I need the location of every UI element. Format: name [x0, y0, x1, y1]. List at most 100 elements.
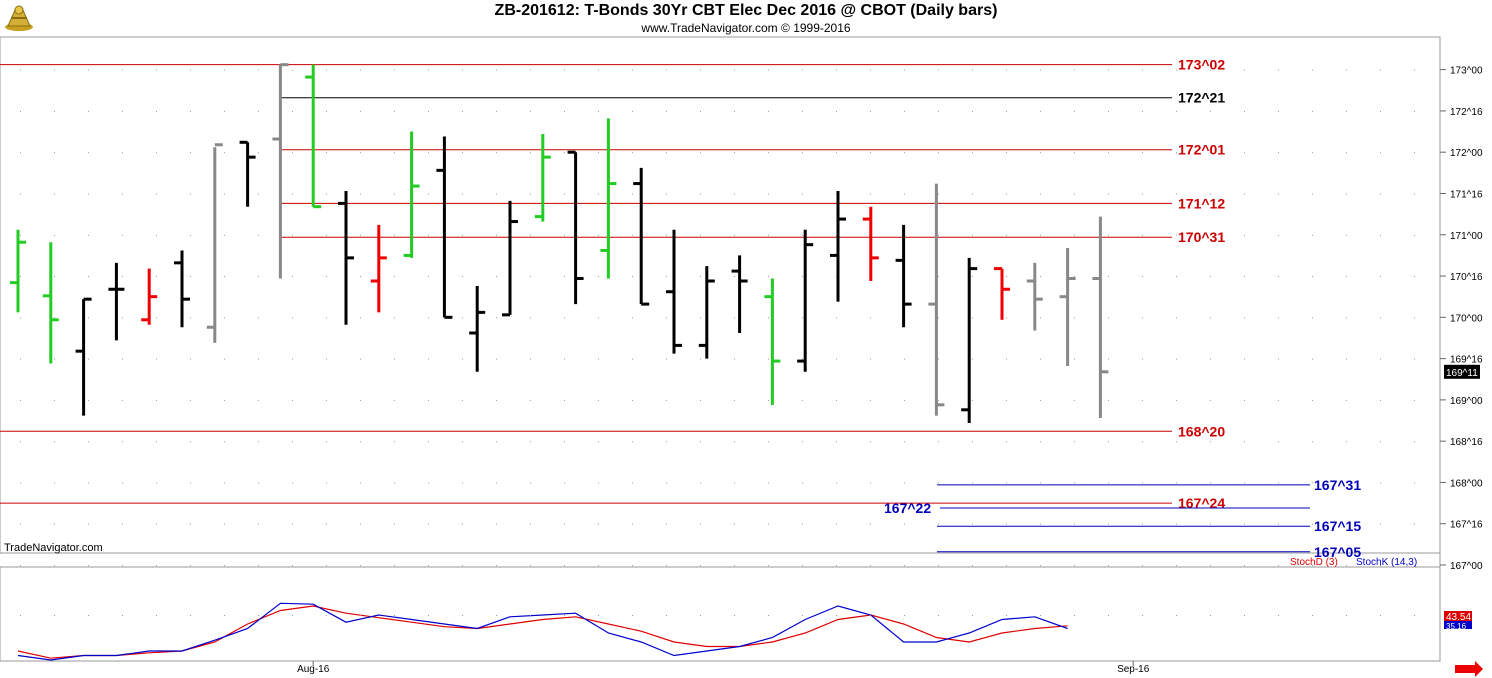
grid-dot — [530, 615, 531, 616]
ohlc-bar — [305, 64, 322, 209]
grid-dot — [972, 276, 973, 278]
grid-dot — [1244, 152, 1245, 154]
grid-dot — [224, 358, 225, 360]
stoch-line — [17, 602, 1068, 661]
ohlc-bar — [108, 262, 125, 341]
stochastic-panel — [0, 566, 1441, 662]
grid-dot — [292, 615, 293, 616]
grid-dot — [1210, 110, 1211, 112]
grid-dot — [1210, 399, 1211, 401]
grid-dot — [360, 482, 361, 484]
grid-dot — [190, 565, 191, 566]
grid-dot — [462, 193, 463, 195]
grid-dot — [1108, 110, 1109, 112]
grid-dot — [734, 441, 735, 443]
grid-dot — [1006, 565, 1007, 566]
grid-dot — [632, 152, 633, 154]
date-axis: Aug-16 Sep-16 — [297, 661, 1150, 675]
grid-dot — [530, 441, 531, 443]
scroll-right-arrow-icon[interactable] — [1455, 661, 1483, 677]
grid-dot — [292, 441, 293, 443]
grid-dot — [904, 523, 905, 525]
grid-dot — [258, 234, 259, 236]
grid-dot — [88, 615, 89, 616]
grid-dot — [1006, 317, 1007, 319]
grid-dot — [1244, 615, 1245, 616]
grid-dot — [292, 110, 293, 112]
grid-dot — [1108, 276, 1109, 278]
grid-dot — [870, 110, 871, 112]
grid-dot — [54, 615, 55, 616]
grid-dot — [1006, 69, 1007, 71]
grid-dot — [190, 482, 191, 484]
grid-dot — [292, 152, 293, 154]
grid-dot — [428, 69, 429, 71]
grid-dot — [360, 441, 361, 443]
ohlc-bar — [436, 136, 453, 319]
grid-dot — [768, 69, 769, 71]
grid-dot — [224, 110, 225, 112]
grid-dot — [530, 152, 531, 154]
grid-dot — [326, 193, 327, 195]
grid-dot — [700, 317, 701, 319]
grid-dot — [666, 441, 667, 443]
grid-dot — [598, 565, 599, 566]
grid-dot — [1142, 152, 1143, 154]
grid-dot — [496, 482, 497, 484]
grid-dot — [428, 441, 429, 443]
grid-dot — [54, 152, 55, 154]
grid-dot — [326, 152, 327, 154]
grid-dot — [1346, 234, 1347, 236]
grid-dot — [496, 317, 497, 319]
grid-dot — [870, 615, 871, 616]
grid-dot — [496, 441, 497, 443]
price-bars — [10, 63, 1109, 423]
grid-dot — [1244, 317, 1245, 319]
grid-dot — [54, 234, 55, 236]
grid-dot — [496, 565, 497, 566]
grid-dot — [1346, 358, 1347, 360]
grid-dot — [258, 358, 259, 360]
grid-dot — [326, 110, 327, 112]
grid-dot — [1414, 565, 1415, 566]
grid-dot — [904, 110, 905, 112]
grid-dot — [1210, 234, 1211, 236]
grid-dot — [632, 441, 633, 443]
grid-dot — [1006, 482, 1007, 484]
level-label: 170^31 — [1178, 229, 1225, 245]
grid-dot — [258, 110, 259, 112]
grid-dot — [530, 523, 531, 525]
grid-dot — [1142, 69, 1143, 71]
grid-dot — [666, 234, 667, 236]
y-tick-label: 173^00 — [1450, 66, 1483, 77]
grid-dot — [224, 152, 225, 154]
grid-dot — [1414, 358, 1415, 360]
grid-dot — [394, 615, 395, 616]
grid-dot — [156, 358, 157, 360]
grid-dot — [1142, 399, 1143, 401]
grid-dot — [1346, 523, 1347, 525]
grid-dot — [428, 399, 429, 401]
level-label: 167^24 — [1178, 495, 1225, 511]
grid-dot — [802, 565, 803, 566]
grid-dot — [938, 399, 939, 401]
grid-dot — [1414, 234, 1415, 236]
grid-dot — [734, 482, 735, 484]
grid-dot — [802, 358, 803, 360]
ohlc-bar — [1059, 247, 1076, 367]
grid-dot — [1346, 69, 1347, 71]
level-label: 173^02 — [1178, 57, 1225, 73]
ohlc-bar — [567, 150, 584, 305]
grid-dot — [870, 441, 871, 443]
grid-dot — [768, 317, 769, 319]
grid-dot — [938, 482, 939, 484]
grid-dot — [802, 193, 803, 195]
grid-dot — [1006, 441, 1007, 443]
grid-dot — [428, 276, 429, 278]
grid-dot — [88, 399, 89, 401]
grid-dot — [88, 441, 89, 443]
grid-dot — [972, 234, 973, 236]
grid-dot — [836, 69, 837, 71]
